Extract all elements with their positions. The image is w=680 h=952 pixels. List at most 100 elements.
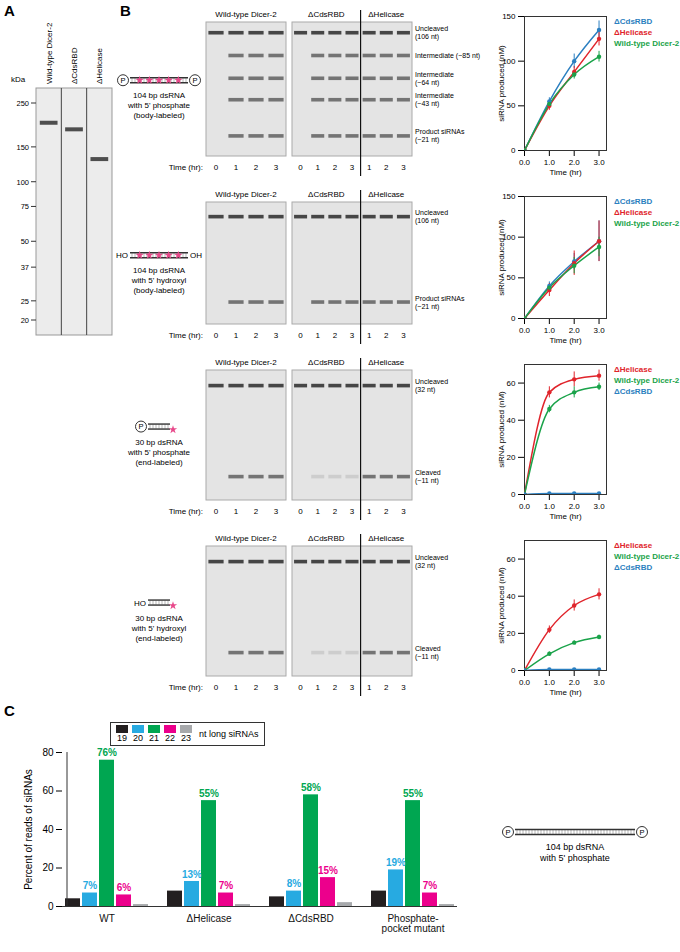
svg-text:(32 nt): (32 nt) <box>415 562 435 570</box>
svg-text:Wild-type Dicer-2: Wild-type Dicer-2 <box>215 358 277 367</box>
svg-text:Time (hr): Time (hr) <box>549 168 581 177</box>
svg-text:1: 1 <box>315 163 320 172</box>
svg-text:A: A <box>4 2 15 19</box>
svg-text:40: 40 <box>507 416 516 425</box>
svg-text:2: 2 <box>384 163 389 172</box>
svg-text:Time (hr): Time (hr) <box>549 336 581 345</box>
svg-text:P: P <box>120 76 125 85</box>
svg-text:37: 37 <box>21 263 29 272</box>
svg-text:WT: WT <box>99 913 115 924</box>
svg-text:76%: 76% <box>97 747 117 758</box>
svg-text:Time (hr):: Time (hr): <box>169 331 203 340</box>
svg-text:Wild-type Dicer-2: Wild-type Dicer-2 <box>215 10 277 19</box>
svg-text:50: 50 <box>507 273 516 282</box>
svg-text:30 bp dsRNA: 30 bp dsRNA <box>135 438 183 447</box>
svg-text:2: 2 <box>384 683 389 692</box>
svg-text:ΔHelicase: ΔHelicase <box>368 190 405 199</box>
svg-text:104 bp dsRNA: 104 bp dsRNA <box>546 842 605 852</box>
svg-text:0: 0 <box>511 490 516 499</box>
svg-text:104 bp dsRNA: 104 bp dsRNA <box>133 91 186 100</box>
svg-text:ΔCdsRBD: ΔCdsRBD <box>308 190 345 199</box>
svg-text:P: P <box>138 422 143 431</box>
svg-text:(end-labeled): (end-labeled) <box>135 458 182 467</box>
svg-text:3.0: 3.0 <box>593 678 605 687</box>
svg-text:ΔCdsRBD: ΔCdsRBD <box>70 47 79 84</box>
svg-text:1: 1 <box>367 507 372 516</box>
svg-text:2: 2 <box>254 507 259 516</box>
svg-text:2.0: 2.0 <box>569 678 581 687</box>
svg-text:siRNA produced (nM): siRNA produced (nM) <box>497 219 506 296</box>
svg-text:2: 2 <box>333 507 338 516</box>
svg-text:55%: 55% <box>403 788 423 799</box>
svg-text:0: 0 <box>511 314 516 323</box>
svg-text:0.0: 0.0 <box>519 326 531 335</box>
svg-text:0: 0 <box>214 507 219 516</box>
svg-text:58%: 58% <box>301 782 321 793</box>
svg-text:15%: 15% <box>318 865 338 876</box>
svg-text:3: 3 <box>274 507 279 516</box>
svg-text:2.0: 2.0 <box>569 158 581 167</box>
svg-text:Uncleaved: Uncleaved <box>415 554 448 561</box>
svg-text:20: 20 <box>507 629 516 638</box>
svg-text:Uncleaved: Uncleaved <box>415 209 448 216</box>
svg-text:3.0: 3.0 <box>593 158 605 167</box>
svg-text:0: 0 <box>48 901 54 912</box>
svg-text:ΔCdsRBD: ΔCdsRBD <box>308 358 345 367</box>
svg-text:siRNA produced (nM): siRNA produced (nM) <box>497 391 506 468</box>
svg-text:60: 60 <box>42 785 54 796</box>
svg-text:50: 50 <box>507 101 516 110</box>
svg-text:7%: 7% <box>83 880 98 891</box>
svg-text:3: 3 <box>274 163 279 172</box>
svg-text:(body-labeled): (body-labeled) <box>133 286 184 295</box>
svg-text:2: 2 <box>333 331 338 340</box>
svg-text:55%: 55% <box>199 788 219 799</box>
svg-text:3: 3 <box>350 507 355 516</box>
svg-text:40: 40 <box>42 824 54 835</box>
svg-text:3: 3 <box>401 507 406 516</box>
svg-text:30 bp dsRNA: 30 bp dsRNA <box>135 614 183 623</box>
svg-text:ΔHelicase: ΔHelicase <box>368 358 405 367</box>
svg-text:2: 2 <box>333 683 338 692</box>
svg-text:(~43 nt): (~43 nt) <box>415 100 439 108</box>
svg-text:3: 3 <box>274 331 279 340</box>
svg-text:0: 0 <box>298 163 303 172</box>
svg-text:25: 25 <box>21 297 29 306</box>
svg-text:Time (hr):: Time (hr): <box>169 683 203 692</box>
svg-text:with 5' phosphate: with 5' phosphate <box>539 853 610 863</box>
svg-text:0: 0 <box>298 507 303 516</box>
svg-text:2: 2 <box>254 331 259 340</box>
svg-text:HO: HO <box>116 251 128 260</box>
svg-text:2: 2 <box>384 507 389 516</box>
svg-text:with 5' phosphate: with 5' phosphate <box>127 448 191 457</box>
svg-text:Product siRNAs: Product siRNAs <box>415 128 465 135</box>
svg-text:1: 1 <box>315 331 320 340</box>
svg-text:Uncleaved: Uncleaved <box>415 25 448 32</box>
svg-text:Time (hr): Time (hr) <box>549 688 581 697</box>
svg-text:Wild-type Dicer-2: Wild-type Dicer-2 <box>45 22 54 84</box>
svg-text:3.0: 3.0 <box>593 502 605 511</box>
svg-text:50: 50 <box>21 237 29 246</box>
svg-text:kDa: kDa <box>11 75 26 84</box>
svg-text:1.0: 1.0 <box>544 326 556 335</box>
svg-text:Uncleaved: Uncleaved <box>415 378 448 385</box>
svg-text:P: P <box>192 76 197 85</box>
svg-text:2.0: 2.0 <box>569 502 581 511</box>
svg-text:(~21 nt): (~21 nt) <box>415 136 439 144</box>
svg-text:ΔHelicase: ΔHelicase <box>368 10 405 19</box>
svg-text:60: 60 <box>507 555 516 564</box>
svg-text:7%: 7% <box>219 880 234 891</box>
svg-text:1.0: 1.0 <box>544 502 556 511</box>
svg-text:(body-labeled): (body-labeled) <box>133 111 184 120</box>
svg-text:with 5' phosphate: with 5' phosphate <box>127 101 191 110</box>
svg-text:40: 40 <box>507 592 516 601</box>
svg-text:8%: 8% <box>287 878 302 889</box>
svg-text:Wild-type Dicer-2: Wild-type Dicer-2 <box>215 190 277 199</box>
svg-text:2: 2 <box>254 163 259 172</box>
svg-text:3.0: 3.0 <box>593 326 605 335</box>
svg-text:1: 1 <box>315 507 320 516</box>
svg-text:1: 1 <box>234 331 239 340</box>
svg-text:(end-labeled): (end-labeled) <box>135 634 182 643</box>
svg-text:75: 75 <box>21 202 29 211</box>
svg-text:0: 0 <box>214 163 219 172</box>
svg-text:150: 150 <box>502 12 516 21</box>
